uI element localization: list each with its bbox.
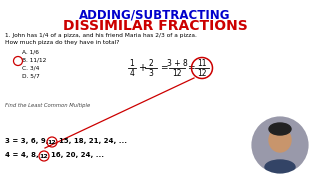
Text: 12: 12 [48,140,56,145]
Text: 12: 12 [172,69,182,78]
Ellipse shape [265,160,295,174]
Text: A. 1/6: A. 1/6 [22,50,39,55]
Text: 11: 11 [197,60,207,69]
Text: =: = [160,64,168,73]
Text: 15, 18, 21, 24, ...: 15, 18, 21, 24, ... [59,138,127,144]
Text: DISSIMILAR FRACTIONS: DISSIMILAR FRACTIONS [63,19,247,33]
Ellipse shape [269,128,291,152]
Text: 4: 4 [130,69,134,78]
Text: +: + [138,63,146,73]
Text: 12: 12 [40,154,48,159]
Text: 3 + 8: 3 + 8 [167,60,188,69]
Text: =: = [187,64,195,73]
Text: C. 3/4: C. 3/4 [22,66,39,71]
Text: ADDING/SUBTRACTING: ADDING/SUBTRACTING [79,8,231,21]
Circle shape [250,115,310,175]
Ellipse shape [269,123,291,135]
Text: 1: 1 [130,60,134,69]
Text: 3: 3 [148,69,153,78]
Text: Find the Least Common Multiple: Find the Least Common Multiple [5,103,90,108]
Text: 3 = 3, 6, 9,: 3 = 3, 6, 9, [5,138,49,144]
Text: How much pizza do they have in total?: How much pizza do they have in total? [5,40,119,45]
Text: 12: 12 [197,69,207,78]
Text: D. 5/7: D. 5/7 [22,74,40,79]
Text: B. 11/12: B. 11/12 [22,58,46,63]
Text: 1. John has 1/4 of a pizza, and his friend Maria has 2/3 of a pizza.: 1. John has 1/4 of a pizza, and his frie… [5,33,197,38]
Text: 4 = 4, 8,: 4 = 4, 8, [5,152,39,158]
Text: 2: 2 [148,60,153,69]
Text: 16, 20, 24, ...: 16, 20, 24, ... [51,152,104,158]
